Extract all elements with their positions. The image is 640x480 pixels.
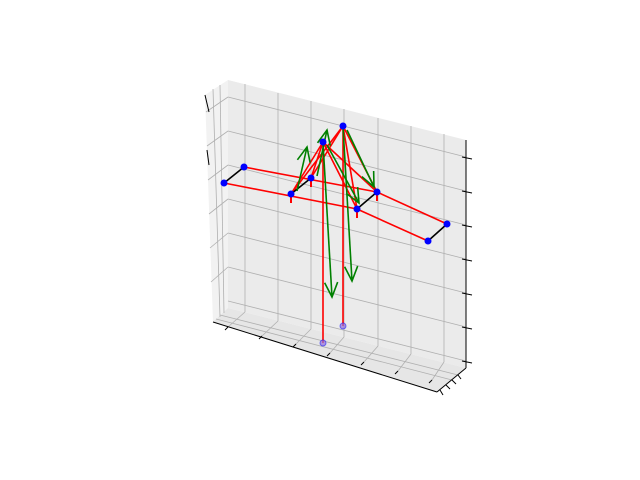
- vector-shaft-6: [346, 129, 375, 188]
- grid-line: [219, 84, 225, 314]
- grid-line: [205, 96, 229, 113]
- red-link-n4-n6: [310, 125, 344, 179]
- x-tick: [292, 343, 297, 348]
- y-tick: [439, 389, 444, 396]
- y-tick: [445, 384, 451, 390]
- node-point-n8: [373, 188, 381, 196]
- grid-line: [329, 336, 345, 354]
- grid-line: [208, 198, 229, 215]
- back-grid-vertical: [244, 84, 445, 362]
- grid-line: [210, 266, 229, 283]
- node-point-n4: [307, 174, 315, 182]
- x-tick: [224, 326, 229, 331]
- z-tick: [461, 156, 473, 160]
- vector-shaft-4: [342, 126, 353, 282]
- node-point-n7: [353, 205, 361, 213]
- grid-line: [227, 300, 467, 362]
- z-tick: [461, 360, 473, 364]
- grid-line: [227, 198, 467, 260]
- x-tick: [258, 335, 263, 340]
- x-tick: [326, 352, 331, 357]
- ground-point-g1: [319, 339, 327, 347]
- y-tick: [451, 379, 457, 385]
- node-point-n10: [443, 220, 451, 228]
- z-tick: [461, 190, 473, 194]
- vector-shaft-3: [322, 142, 333, 298]
- node-point-n1: [220, 179, 228, 187]
- grid-line: [227, 130, 467, 192]
- grid-line: [295, 328, 312, 345]
- grid-line: [207, 164, 229, 181]
- black-link-n7-n8: [356, 191, 378, 210]
- x-axis-line: [212, 321, 438, 393]
- grid-line: [227, 232, 467, 294]
- vector-head-4: [343, 265, 359, 283]
- grid-line: [261, 320, 279, 337]
- z-tick: [461, 224, 473, 228]
- vector-shaft-1: [296, 146, 308, 192]
- grid-line: [431, 361, 445, 381]
- grid-line: [397, 353, 412, 372]
- z-tick: [461, 326, 473, 330]
- black-link-n1-n2: [223, 166, 245, 184]
- node-point-n6: [339, 122, 347, 130]
- vector-shaft-5: [326, 144, 360, 204]
- left-ticks: [204, 94, 210, 166]
- vector-head-1: [296, 145, 311, 163]
- x-tick: [428, 379, 433, 384]
- y-tick: [457, 374, 462, 380]
- grid-line: [215, 318, 453, 381]
- back-pane: [228, 80, 466, 368]
- red-link-n8-n10: [376, 191, 448, 225]
- floor-grid: [215, 311, 459, 381]
- data-layer: [220, 122, 451, 347]
- x-axis-ticks: [224, 326, 433, 384]
- left-tick: [206, 149, 210, 166]
- node-point-n5: [319, 138, 327, 146]
- x-tick: [360, 361, 365, 366]
- grid-line: [363, 345, 379, 363]
- vector-shaft-2: [316, 129, 328, 177]
- black-link-n9-n10: [427, 223, 448, 242]
- grid-line: [209, 232, 229, 249]
- grid-line: [206, 130, 229, 147]
- red-link-n7-n9: [356, 208, 429, 242]
- axis-lines: [212, 140, 467, 393]
- black-link-n3-n4: [290, 177, 312, 195]
- vector-head-6: [361, 170, 375, 189]
- red-link-n4-n5: [310, 141, 324, 179]
- node-point-n9: [424, 237, 432, 245]
- y-axis-line: [436, 367, 467, 393]
- left-tick: [204, 94, 210, 113]
- x-tick: [394, 370, 399, 375]
- y-axis-ticks: [439, 374, 462, 396]
- red-link-n3-n5: [290, 141, 324, 195]
- ground-point-g2: [339, 322, 347, 330]
- z-axis-ticks: [461, 156, 473, 364]
- grid-line: [227, 266, 467, 328]
- grid-line: [219, 314, 459, 376]
- grid-line: [227, 96, 467, 158]
- vector-head-5: [345, 186, 360, 205]
- vector-head-3: [323, 281, 339, 299]
- z-tick: [461, 258, 473, 262]
- node-point-n3: [287, 190, 295, 198]
- z-tick: [461, 292, 473, 296]
- grid-line: [212, 88, 221, 318]
- vector-head-2: [316, 128, 332, 146]
- node-point-n2: [240, 163, 248, 171]
- left-grid: [205, 84, 229, 318]
- back-grid-horizontal: [227, 96, 467, 362]
